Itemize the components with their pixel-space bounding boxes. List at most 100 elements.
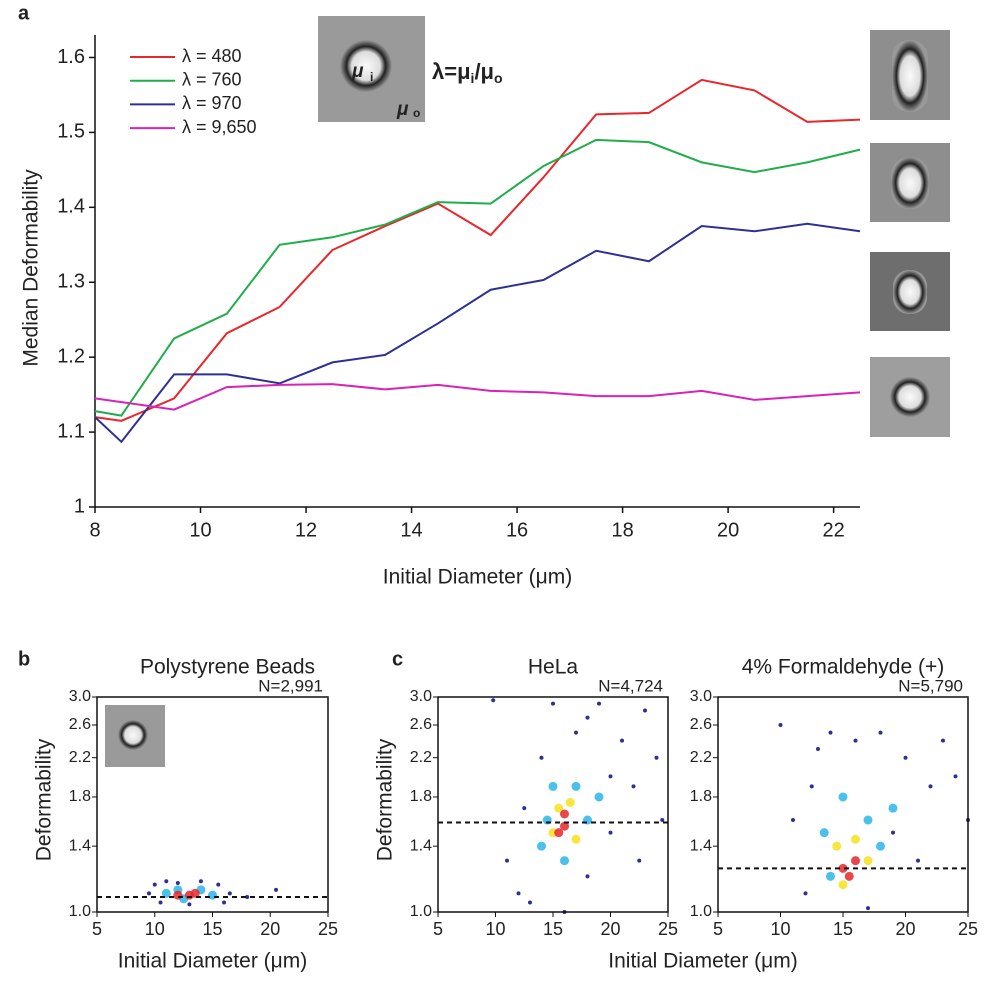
y-tick-label: 1.8 [410, 788, 432, 805]
point [597, 701, 601, 706]
point [660, 818, 665, 823]
y-tick-label: 1.4 [69, 837, 91, 854]
legend-label: λ = 480 [182, 46, 242, 66]
x-tick-label: 10 [145, 919, 165, 939]
cell [891, 157, 929, 209]
point [791, 818, 795, 823]
point [274, 887, 279, 892]
point [594, 792, 604, 802]
legend-label: λ = 970 [182, 93, 242, 113]
point [643, 708, 647, 713]
y-tick-label: 2.2 [410, 749, 432, 766]
point [608, 830, 613, 835]
x-tick-label: 25 [958, 919, 978, 939]
formula: λ=μi/μo [432, 59, 503, 86]
point [826, 871, 835, 881]
panel-letter: c [392, 648, 403, 670]
y-axis-label: Deformability [33, 738, 56, 861]
y-tick-label: 1.4 [690, 837, 712, 854]
x-tick-label: 20 [260, 919, 280, 939]
series-line [94, 222, 861, 444]
point [953, 774, 958, 779]
cell-images [105, 16, 950, 767]
point [152, 882, 157, 887]
inset-label: μ [396, 99, 409, 120]
point [838, 863, 848, 873]
point [891, 830, 895, 835]
x-tick-label: 15 [543, 919, 563, 939]
point [173, 890, 183, 900]
point [560, 821, 569, 831]
sample-size: N=5,790 [898, 676, 963, 695]
point [516, 891, 521, 896]
x-tick-label: 5 [713, 919, 723, 939]
point [828, 730, 833, 735]
point [216, 882, 221, 887]
y-tick-label: 1.1 [57, 420, 85, 442]
legend-label: λ = 9,650 [182, 117, 257, 137]
series-line [94, 78, 861, 422]
sample-size: N=4,724 [598, 676, 663, 695]
point [522, 806, 527, 811]
y-tick-label: 1.4 [410, 837, 432, 854]
x-tick-label: 10 [189, 519, 211, 541]
y-tick-label: 3.0 [410, 688, 432, 705]
point [554, 803, 564, 813]
point [537, 841, 546, 851]
x-tick-label: 10 [485, 919, 505, 939]
x-tick-label: 20 [600, 919, 620, 939]
point [863, 856, 873, 866]
y-tick-label: 2.2 [690, 749, 712, 766]
point [222, 900, 227, 905]
y-tick-label: 1 [74, 495, 85, 517]
point [637, 858, 642, 863]
point [819, 828, 829, 838]
y-tick-label: 3.0 [690, 688, 712, 705]
point [175, 880, 180, 885]
point [631, 784, 636, 789]
point [838, 880, 848, 890]
point [158, 900, 163, 905]
point [565, 797, 575, 807]
point [851, 834, 860, 844]
point [528, 900, 532, 905]
point [903, 755, 908, 760]
x-tick-label: 20 [717, 519, 739, 541]
point [539, 755, 544, 760]
chart-title: 4% Formaldehyde (+) [742, 656, 945, 679]
point [832, 841, 842, 851]
y-tick-label: 2.2 [69, 749, 91, 766]
point [778, 723, 783, 728]
cell [892, 40, 928, 112]
formula-part: o [494, 70, 503, 86]
inset-label: i [370, 70, 373, 84]
point [608, 774, 613, 779]
point [851, 856, 860, 866]
point [505, 858, 509, 863]
x-tick-label: 16 [506, 519, 528, 541]
axes [94, 35, 860, 508]
y-axis-label: Median Deformability [20, 169, 43, 367]
point [876, 841, 885, 851]
x-tick-label: 25 [318, 919, 338, 939]
point [816, 746, 820, 751]
point [187, 902, 192, 907]
chart-title: HeLa [528, 656, 579, 679]
x-tick-label: 25 [658, 919, 678, 939]
point [863, 815, 873, 825]
point [571, 834, 581, 844]
point [245, 894, 250, 899]
point [941, 738, 945, 743]
point [853, 738, 858, 743]
x-axis-label: Initial Diameter (μm) [118, 950, 307, 973]
inset-label: μ [351, 61, 364, 82]
x-axis-label: Initial Diameter (μm) [608, 950, 797, 973]
formula-part: λ=μ [432, 59, 471, 84]
point [844, 871, 854, 881]
point [928, 784, 933, 789]
point [208, 890, 217, 900]
x-tick-label: 22 [822, 519, 844, 541]
point [809, 784, 814, 789]
x-tick-label: 12 [295, 519, 317, 541]
